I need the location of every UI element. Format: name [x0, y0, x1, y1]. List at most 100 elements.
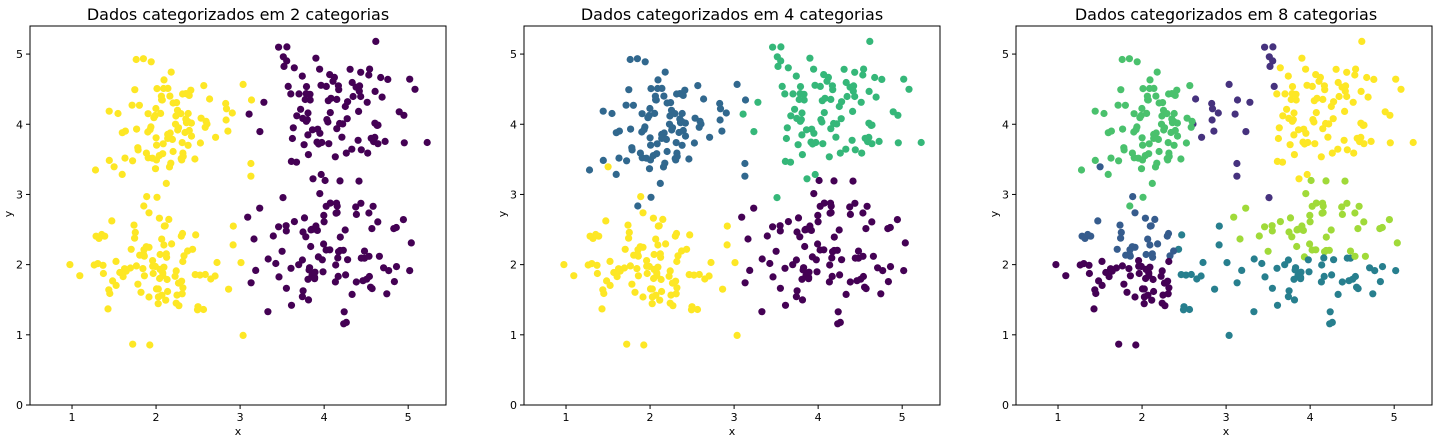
- scatter-point: [158, 235, 166, 243]
- scatter-point: [300, 214, 309, 222]
- scatter-point: [173, 99, 181, 107]
- scatter-point: [778, 82, 786, 90]
- scatter-point: [868, 140, 876, 148]
- scatter-point: [357, 254, 365, 262]
- scatter-point: [1140, 300, 1148, 308]
- scatter-point: [1208, 116, 1216, 124]
- scatter-point: [1293, 242, 1301, 251]
- scatter-point: [129, 340, 137, 348]
- scatter-point: [1125, 55, 1133, 63]
- scatter-point: [789, 90, 797, 98]
- scatter-point: [608, 109, 616, 118]
- scatter-point: [1290, 275, 1298, 283]
- scatter-point: [1139, 85, 1147, 93]
- scatter-point: [631, 288, 639, 296]
- scatter-point: [693, 305, 702, 314]
- scatter-point: [1294, 126, 1303, 134]
- scatter-point: [260, 98, 268, 106]
- scatter-point: [316, 129, 324, 137]
- scatter-point: [1152, 92, 1160, 100]
- scatter-point: [833, 246, 841, 254]
- scatter-point: [344, 98, 352, 106]
- scatter-point: [719, 285, 727, 293]
- scatter-point: [648, 285, 656, 293]
- scatter-point: [163, 275, 171, 284]
- scatter-point: [784, 218, 793, 226]
- scatter-point: [1354, 285, 1362, 293]
- scatter-point: [146, 341, 154, 349]
- scatter-point: [118, 170, 126, 178]
- scatter-point: [588, 260, 596, 268]
- scatter-point: [1233, 279, 1241, 287]
- scatter-point: [302, 90, 310, 98]
- y-tick-label: 3: [16, 188, 23, 201]
- y-tick-label: 1: [1002, 329, 1009, 342]
- scatter-point: [1198, 133, 1206, 141]
- scatter-point: [637, 193, 645, 201]
- scatter-point: [1305, 268, 1313, 276]
- scatter-point: [1130, 110, 1138, 118]
- scatter-point: [786, 158, 795, 166]
- scatter-point: [374, 140, 382, 148]
- scatter-point: [872, 93, 880, 101]
- scatter-point: [178, 139, 186, 147]
- scatter-point: [1338, 210, 1346, 218]
- scatter-point: [237, 259, 245, 267]
- scatter-point: [172, 267, 180, 275]
- scatter-point: [653, 150, 661, 158]
- scatter-point: [392, 223, 400, 232]
- scatter-point: [894, 139, 902, 147]
- scatter-point: [375, 252, 383, 260]
- y-tick-label: 1: [16, 329, 23, 342]
- scatter-point: [152, 104, 160, 113]
- scatter-point: [857, 98, 865, 106]
- scatter-point: [316, 190, 324, 198]
- scatter-point: [332, 199, 341, 207]
- scatter-point: [690, 139, 699, 147]
- scatter-point: [1306, 240, 1314, 248]
- scatter-point: [654, 263, 662, 271]
- scatter-point: [1078, 232, 1086, 240]
- scatter-point: [1273, 301, 1282, 309]
- scatter-point: [1351, 209, 1359, 217]
- scatter-point: [334, 82, 342, 90]
- scatter-point: [1144, 235, 1152, 243]
- scatter-point: [813, 268, 821, 276]
- scatter-point: [1307, 176, 1315, 185]
- scatter-point: [357, 199, 365, 207]
- scatter-point: [1128, 149, 1136, 157]
- scatter-point: [783, 124, 791, 132]
- scatter-point: [357, 68, 365, 76]
- scatter-point: [639, 209, 647, 217]
- scatter-point: [1326, 308, 1334, 316]
- scatter-point: [1233, 172, 1241, 180]
- scatter-point: [803, 175, 811, 183]
- scatter-point: [200, 82, 208, 90]
- scatter-point: [304, 275, 312, 283]
- scatter-point: [1303, 170, 1311, 179]
- scatter-point: [178, 229, 187, 238]
- scatter-point: [863, 202, 871, 210]
- scatter-point: [1149, 275, 1157, 284]
- scatter-point: [806, 222, 814, 230]
- scatter-point: [851, 199, 859, 207]
- scatter-point: [153, 141, 161, 149]
- scatter-point: [1052, 261, 1060, 269]
- scatter-point: [820, 109, 828, 117]
- scatter-point: [1340, 136, 1348, 144]
- scatter-point: [878, 75, 886, 83]
- scatter-point: [385, 267, 393, 275]
- scatter-point: [754, 98, 762, 106]
- scatter-point: [1397, 85, 1405, 93]
- scatter-point: [838, 256, 846, 264]
- scatter-point: [776, 227, 784, 235]
- x-tick-label: 5: [899, 411, 906, 424]
- scatter-point: [834, 308, 842, 316]
- scatter-point: [1284, 293, 1292, 301]
- scatter-point: [339, 246, 347, 254]
- scatter-point: [1287, 95, 1295, 104]
- scatter-point: [1302, 190, 1310, 198]
- scatter-point: [644, 114, 652, 122]
- scatter-point: [865, 87, 873, 95]
- scatter-point: [846, 210, 855, 218]
